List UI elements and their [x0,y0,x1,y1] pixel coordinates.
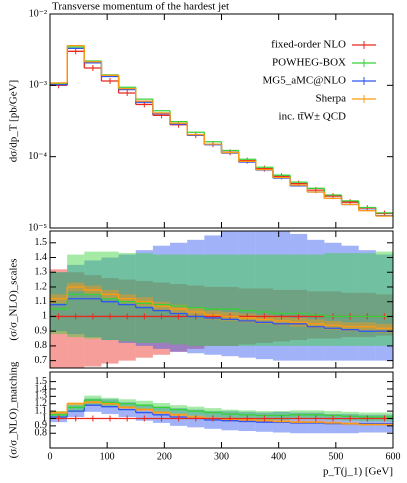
uncertainty-band [187,254,205,346]
uncertainty-band [272,254,291,346]
uncertainty-band [290,254,308,346]
uncertainty-band [170,242,188,352]
uncertainty-band [135,250,153,346]
uncertainty-band [50,272,68,335]
y-tick-label: 1.4 [35,252,48,263]
uncertainty-band [272,231,291,361]
uncertainty-band [341,245,359,361]
uncertainty-band [152,245,171,349]
y-tick-label: 1.1 [35,405,48,416]
y-tick-label: 1 [42,413,47,424]
plot-area [50,395,393,434]
y-axis-label: (σ/σ_NLO)_matching [8,361,20,458]
legend-label: POWHEG-BOX [272,57,346,69]
uncertainty-band [221,231,239,357]
y-tick-label: 0.8 [35,428,48,439]
uncertainty-band [84,275,102,367]
uncertainty-band [67,272,85,368]
y-tick-label: 0.9 [35,420,48,431]
x-tick-label: 0 [48,451,53,462]
y-tick-label: 1.2 [35,281,48,292]
uncertainty-band [375,251,393,346]
uncertainty-band [238,231,256,358]
uncertainty-band [255,231,273,360]
y-tick-label: 10⁻³ [29,80,47,91]
y-tick-label: 0.7 [35,355,48,366]
y-tick-label: 1.5 [35,237,48,248]
uncertainty-band [170,254,188,345]
uncertainty-band [307,239,325,361]
x-axis-label: p_T(j_1) [GeV] [323,466,393,478]
y-tick-label: 1.3 [35,391,48,402]
uncertainty-band [290,233,308,361]
y-tick-label: 1 [42,311,47,322]
legend-label: Sherpa [315,93,346,105]
y-tick-label: 1.5 [35,376,48,387]
uncertainty-band [358,253,376,346]
uncertainty-band [358,250,376,361]
uncertainty-band [255,254,273,346]
y-tick-label: 1.1 [35,296,48,307]
uncertainty-band [324,242,342,361]
uncertainty-band [324,253,342,346]
x-tick-label: 300 [214,451,229,462]
y-axis-label: (σ/σ_NLO)_scales [8,258,20,340]
chart-title: Transverse momentum of the hardest jet [52,1,229,13]
uncertainty-band [221,254,239,346]
x-tick-label: 200 [157,451,172,462]
uncertainty-band [101,251,119,341]
uncertainty-band [84,251,102,339]
legend-label: MG5_aMC@NLO [263,75,347,87]
uncertainty-band [204,254,222,346]
uncertainty-band [375,254,393,361]
y-tick-label: 1.3 [35,267,48,278]
uncertainty-band [341,253,359,346]
uncertainty-band [152,254,171,343]
y-tick-label: 0.8 [35,340,48,351]
uncertainty-band [67,254,85,338]
uncertainty-band [204,235,222,355]
uncertainty-band [118,253,136,342]
plot-area [50,45,393,217]
y-tick-label: 1.4 [35,383,48,394]
x-tick-label: 100 [100,451,115,462]
y-tick-label: 1.2 [35,398,48,409]
y-tick-label: 10⁻⁵ [28,222,47,233]
x-tick-label: 600 [386,451,401,462]
x-tick-label: 500 [328,451,343,462]
uncertainty-band [238,254,256,346]
uncertainty-band [307,254,325,346]
y-tick-label: 0.9 [35,325,48,336]
legend-label: fixed-order NLO [271,39,346,51]
plot-area [50,231,393,368]
annotation: inc. tt̄W± QCD [279,111,347,123]
y-axis-label: dσ/dp_T [pb/GeV] [8,80,20,162]
uncertainty-band [118,279,136,361]
uncertainty-band [187,239,205,354]
y-tick-label: 10⁻⁴ [28,151,47,162]
uncertainty-band [135,253,153,343]
y-tick-label: 10⁻² [29,8,47,19]
x-tick-label: 400 [271,451,286,462]
uncertainty-band [101,278,119,364]
